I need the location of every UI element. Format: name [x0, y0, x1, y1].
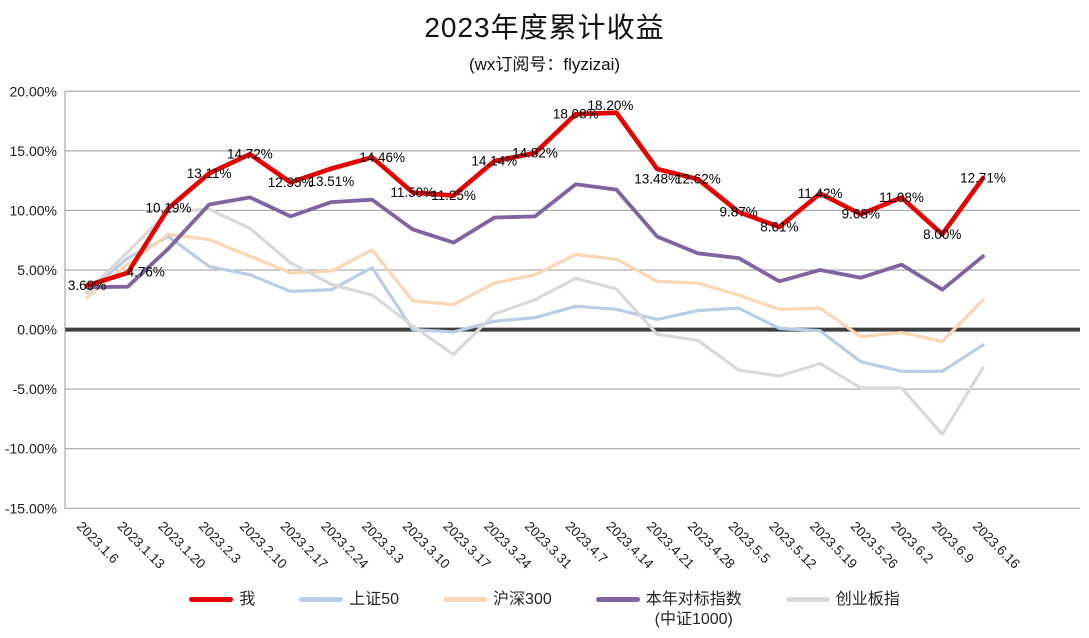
chart-subtitle: (wx订阅号：flyzizai)	[468, 55, 621, 74]
data-label: 4.76%	[127, 264, 165, 279]
legend-item-2: 沪深300	[443, 590, 552, 610]
y-tick-label: 20.00%	[10, 83, 57, 99]
y-tick-label: -15.00%	[5, 500, 57, 516]
x-tick-label: 2023.6.16	[970, 519, 1023, 572]
data-label: 14.46%	[359, 150, 405, 165]
data-label: 12.62%	[675, 172, 721, 187]
data-label: 13.48%	[634, 171, 680, 186]
y-tick-label: 5.00%	[17, 262, 57, 278]
series-line-1	[85, 235, 985, 373]
legend-item-3: 本年对标指数 (中证1000)	[595, 590, 742, 630]
data-label: 11.08%	[879, 190, 924, 205]
legend-label: 沪深300	[493, 591, 552, 608]
y-tick-label: 10.00%	[10, 202, 57, 218]
legend: 我 上证50 沪深300 本年对标指数 (中证1000) 创业板指	[0, 590, 1089, 630]
legend-label: 本年对标指数 (中证1000)	[645, 591, 742, 628]
x-tick-label: 2023.6.9	[929, 519, 977, 567]
legend-item-4: 创业板指	[785, 590, 900, 610]
data-label: 8.61%	[760, 219, 798, 234]
legend-label: 上证50	[349, 591, 400, 608]
data-label: 9.68%	[842, 207, 880, 222]
legend-label: 我	[239, 591, 256, 608]
data-label: 3.69%	[68, 278, 106, 293]
data-label: 11.42%	[798, 186, 843, 201]
y-tick-label: 15.00%	[10, 143, 57, 159]
data-label: 12.71%	[960, 171, 1006, 186]
data-label: 18.20%	[588, 98, 634, 113]
y-tick-label: -5.00%	[13, 381, 57, 397]
chart-title: 2023年度累计收益	[424, 12, 665, 43]
data-label: 14.14%	[471, 154, 517, 169]
legend-sublabel: (中证1000)	[654, 611, 733, 628]
legend-swatch	[299, 597, 344, 602]
legend-swatch	[595, 597, 640, 602]
data-label: 14.82%	[512, 146, 558, 161]
data-label: 11.25%	[431, 188, 476, 203]
legend-swatch	[443, 597, 488, 602]
legend-swatch	[189, 597, 234, 602]
data-label: 9.87%	[719, 204, 757, 219]
data-label: 10.19%	[146, 201, 192, 216]
x-tick-label: 2023.1.6	[74, 519, 122, 567]
y-tick-label: -10.00%	[5, 441, 57, 457]
legend-swatch	[785, 597, 830, 602]
data-label: 14.72%	[227, 147, 273, 162]
series-line-4	[85, 207, 985, 437]
y-tick-label: 0.00%	[17, 322, 57, 338]
data-label: 13.51%	[308, 174, 354, 189]
legend-item-1: 上证50	[299, 590, 399, 610]
data-label: 12.35%	[268, 175, 314, 190]
series-line-2	[85, 232, 985, 344]
series-line-3	[85, 182, 985, 292]
line-chart: 20.00% 15.00% 10.00% 5.00% 0.00% -5.00% -10.00…	[5, 83, 1080, 572]
legend-label: 创业板指	[835, 591, 900, 608]
data-label: 13.11%	[187, 166, 232, 181]
data-label: 8.00%	[923, 227, 961, 242]
data-label: 11.50%	[390, 185, 435, 200]
data-label: 18.08%	[553, 107, 599, 122]
series-line-0	[84, 110, 986, 288]
legend-item-0: 我	[189, 590, 255, 610]
